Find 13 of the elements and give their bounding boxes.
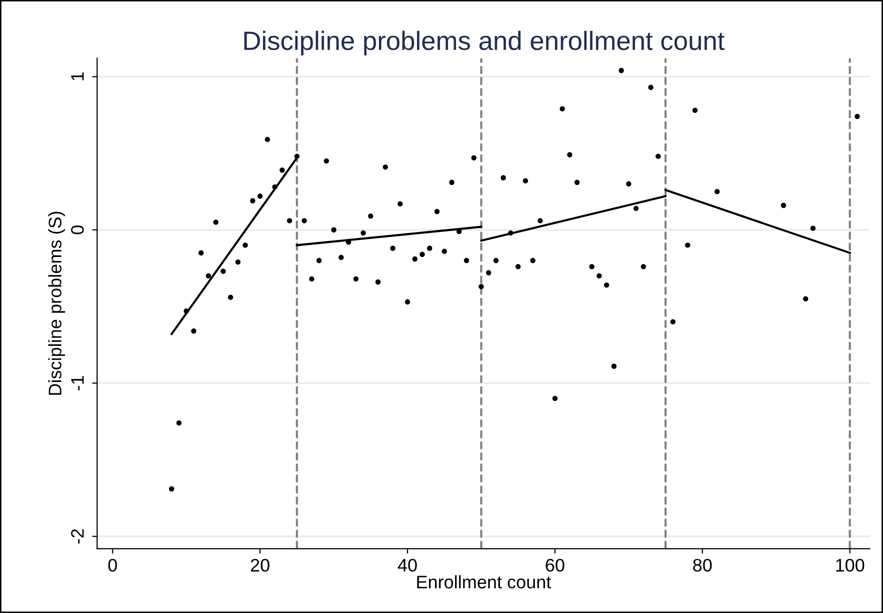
y-tick-label: 0 (71, 226, 84, 234)
x-tick-label: 100 (836, 558, 864, 572)
y-tick-label: 1 (71, 72, 84, 80)
x-tick-label: 60 (546, 558, 564, 572)
x-tick-label: 20 (250, 558, 270, 572)
x-tick-label: 0 (108, 558, 117, 572)
y-tick-label: -1 (71, 376, 84, 390)
y-axis-title: Discipline problems (S) (48, 212, 66, 395)
chart-title: Discipline problems and enrollment count (244, 30, 725, 56)
x-tick-label: 40 (398, 558, 417, 572)
x-tick-label: 80 (693, 558, 712, 572)
x-axis-title: Enrollment count (417, 575, 552, 588)
y-tick-label: -2 (71, 529, 84, 544)
